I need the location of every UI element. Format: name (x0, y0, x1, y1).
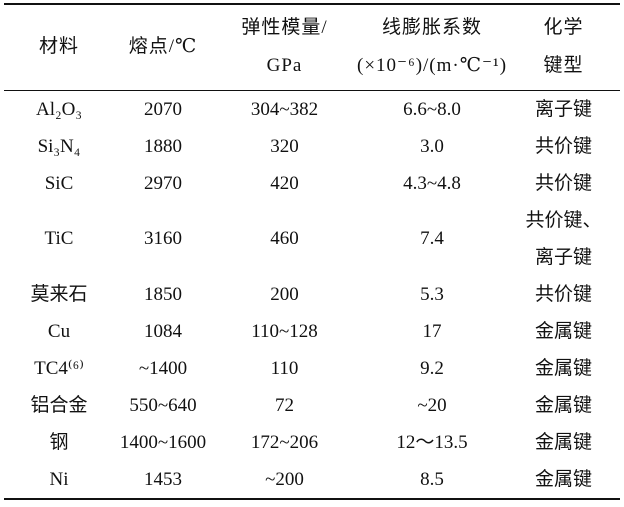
table-cell: 2970 (144, 172, 182, 194)
table-cell: 460 (270, 228, 299, 249)
table-cell: ~20 (417, 394, 447, 416)
table-cell: Ni (49, 468, 69, 490)
table-cell: 1084 (144, 320, 182, 342)
header-row: 材料 熔点/℃ 弹性模量/ GPa 线膨胀系数 (×10⁻⁶)/(m·℃⁻¹) 化学 键… (4, 4, 620, 90)
table-cell: 8.5 (420, 468, 444, 490)
table-cell: 金属键 (534, 394, 592, 416)
table-cell: ~200 (265, 468, 304, 490)
table-cell: 共价键 (534, 283, 592, 305)
table-row: TiC 3160 460 7.4 共价键、 离子键 (4, 202, 620, 276)
table-cell: 172~206 (250, 431, 319, 453)
header-cell: 熔点/℃ (128, 36, 198, 58)
table-cell: TiC (44, 228, 74, 249)
table-cell: 金属键 (534, 431, 592, 453)
table-row: SiC 2970 420 4.3~4.8 共价键 (4, 165, 620, 202)
table-cell: 550~640 (129, 394, 197, 416)
header-cell: 材料 (38, 36, 79, 58)
table-cell: 304~382 (250, 98, 319, 120)
table-cell: 金属键 (534, 320, 592, 342)
table-cell: 金属键 (534, 357, 592, 379)
table-cell: 6.6~8.0 (403, 98, 461, 120)
table-cell: 200 (270, 283, 299, 305)
table-cell: 铝合金 (30, 394, 88, 416)
table-header: 材料 熔点/℃ 弹性模量/ GPa 线膨胀系数 (×10⁻⁶)/(m·℃⁻¹) 化学 键… (4, 4, 620, 90)
table-cell: 1400~1600 (119, 431, 207, 453)
table-cell: 72 (275, 394, 294, 416)
header-cell: 化学 键型 (543, 17, 584, 77)
table-cell: 1453 (144, 468, 182, 490)
table-body: Al₂O₃ 2070 304~382 6.6~8.0 离子键 Si₃N₄ 1880 320 3.… (4, 90, 620, 499)
table-cell: 5.3 (420, 283, 444, 305)
table-row: 钢 1400~1600 172~206 12～13.5 金属键 (4, 424, 620, 461)
table-row: Ni 1453 ~200 8.5 金属键 (4, 461, 620, 499)
table-row: 铝合金 550~640 72 ~20 金属键 (4, 387, 620, 424)
table-cell: 17 (422, 320, 442, 342)
table-cell: 共价键 (534, 135, 592, 157)
table-cell: 110~128 (251, 320, 318, 342)
table-cell: 2070 (144, 98, 182, 120)
table-cell: 7.4 (420, 228, 444, 249)
table-cell: 莫来石 (30, 283, 88, 305)
data-table: 材料 熔点/℃ 弹性模量/ GPa 线膨胀系数 (×10⁻⁶)/(m·℃⁻¹) 化学 键… (4, 3, 620, 500)
table-cell: 420 (270, 172, 299, 194)
table-cell: 共价键、 离子键 (525, 209, 602, 268)
table-cell: ~1400 (138, 357, 188, 379)
table-cell: 3160 (144, 228, 182, 249)
table-cell: Si₃N₄ (37, 135, 81, 157)
table-cell: 3.0 (420, 135, 444, 157)
table-cell: 钢 (49, 431, 69, 453)
table-cell: 12～13.5 (396, 431, 468, 453)
table-cell: Al₂O₃ (36, 98, 82, 120)
table-cell: 4.3~4.8 (403, 172, 461, 194)
table-cell: 1880 (144, 135, 182, 157)
table-row: TC4⁽⁶⁾ ~1400 110 9.2 金属键 (4, 350, 620, 387)
header-cell: 弹性模量/ GPa (241, 17, 328, 77)
table-cell: 110 (270, 357, 299, 379)
table-cell: 离子键 (534, 98, 592, 120)
table-cell: 320 (270, 135, 299, 157)
table-cell: 共价键 (534, 172, 592, 194)
table-cell: 金属键 (534, 468, 592, 490)
table-cell: Cu (47, 320, 71, 342)
table-cell: TC4⁽⁶⁾ (34, 357, 84, 379)
table-cell: 1850 (144, 283, 182, 305)
table-row: Cu 1084 110~128 17 金属键 (4, 313, 620, 350)
table-cell: SiC (44, 172, 74, 194)
table-cell: 9.2 (420, 357, 444, 379)
table-row: Al₂O₃ 2070 304~382 6.6~8.0 离子键 (4, 90, 620, 128)
header-cell: 线膨胀系数 (×10⁻⁶)/(m·℃⁻¹) (357, 17, 508, 77)
table-row: 莫来石 1850 200 5.3 共价键 (4, 276, 620, 313)
table-row: Si₃N₄ 1880 320 3.0 共价键 (4, 128, 620, 165)
